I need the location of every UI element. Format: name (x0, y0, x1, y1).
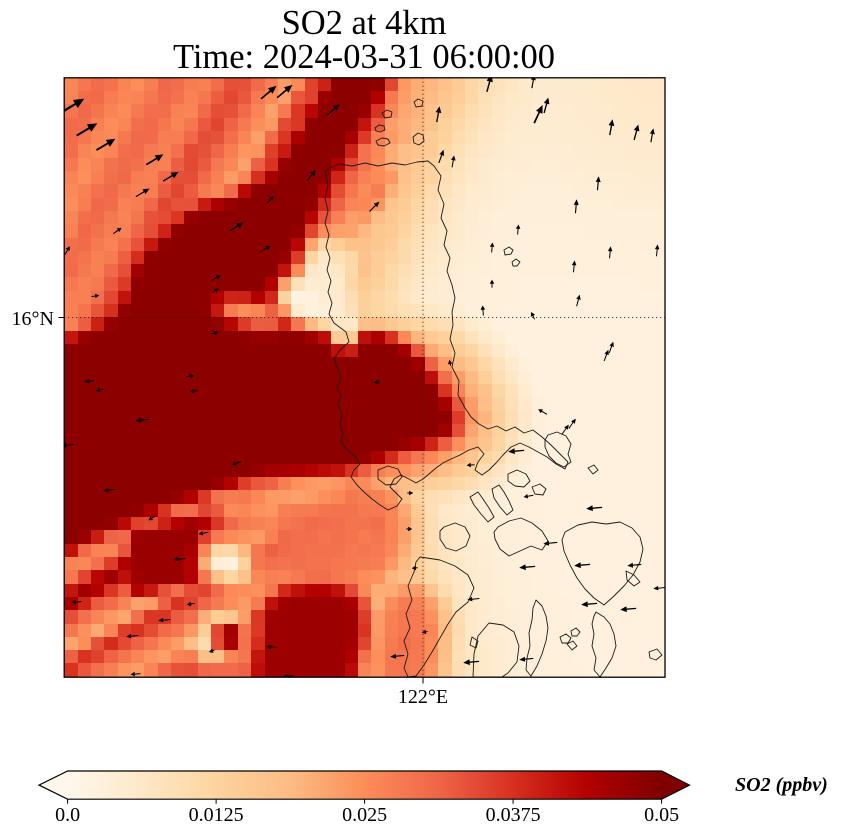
svg-text:0.025: 0.025 (342, 804, 387, 826)
svg-text:122°E: 122°E (398, 686, 448, 708)
svg-text:SO2 at 4km: SO2 at 4km (282, 4, 447, 42)
svg-text:0.0: 0.0 (55, 804, 80, 826)
svg-text:0.05: 0.05 (644, 804, 679, 826)
svg-text:0.0125: 0.0125 (189, 804, 244, 826)
svg-text:16°N: 16°N (12, 308, 54, 330)
svg-text:Time: 2024-03-31 06:00:00: Time: 2024-03-31 06:00:00 (173, 38, 555, 76)
svg-text:SO2 (ppbv): SO2 (ppbv) (735, 774, 828, 796)
svg-text:0.0375: 0.0375 (486, 804, 541, 826)
